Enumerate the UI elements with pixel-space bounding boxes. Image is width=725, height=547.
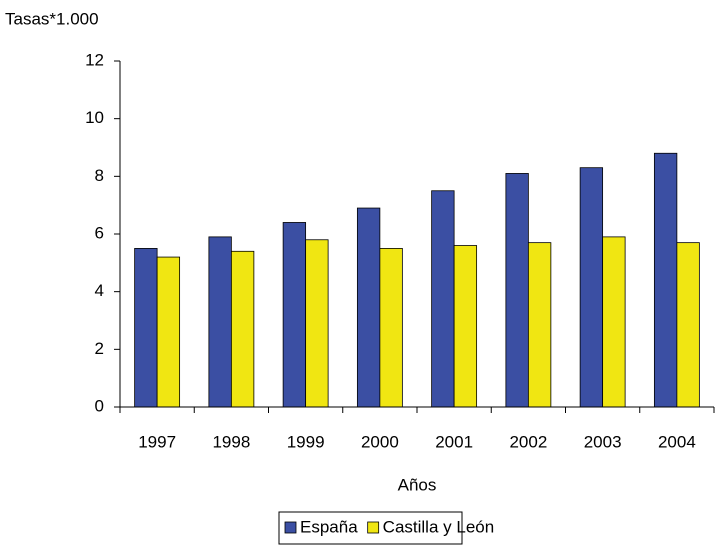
x-tick-label: 2000 — [361, 432, 399, 451]
legend-label: Castilla y León — [383, 517, 495, 536]
x-tick-label: 2001 — [435, 432, 473, 451]
bar — [208, 236, 232, 408]
legend-swatch — [367, 521, 380, 534]
y-axis-label: Tasas*1.000 — [5, 9, 99, 28]
bar — [431, 190, 455, 408]
y-tick-label: 2 — [95, 339, 104, 358]
bar — [356, 207, 381, 408]
x-axis-label: Años — [398, 475, 437, 494]
bar — [505, 173, 529, 408]
legend-label: España — [300, 517, 358, 536]
y-tick-label: 8 — [95, 166, 104, 185]
bar — [676, 242, 700, 408]
bar — [602, 236, 626, 408]
y-tick-label: 6 — [95, 223, 104, 242]
bar — [527, 242, 552, 408]
y-tick-label: 10 — [85, 108, 104, 127]
x-tick-label: 2002 — [509, 432, 547, 451]
bar — [282, 222, 307, 408]
bar — [305, 239, 329, 408]
bar — [379, 248, 403, 408]
x-tick-label: 1999 — [287, 432, 325, 451]
bar — [230, 250, 255, 408]
x-tick-label: 2004 — [658, 432, 696, 451]
bar — [579, 167, 604, 408]
legend-swatch — [284, 521, 297, 534]
bar — [653, 152, 678, 408]
x-tick-label: 2003 — [584, 432, 622, 451]
bar — [134, 248, 158, 408]
y-tick-label: 4 — [95, 281, 104, 300]
bar — [453, 245, 478, 408]
y-tick-label: 12 — [85, 50, 104, 69]
bar — [156, 256, 181, 408]
y-tick-label: 0 — [95, 396, 104, 415]
x-tick-label: 1997 — [138, 432, 176, 451]
x-tick-label: 1998 — [212, 432, 250, 451]
